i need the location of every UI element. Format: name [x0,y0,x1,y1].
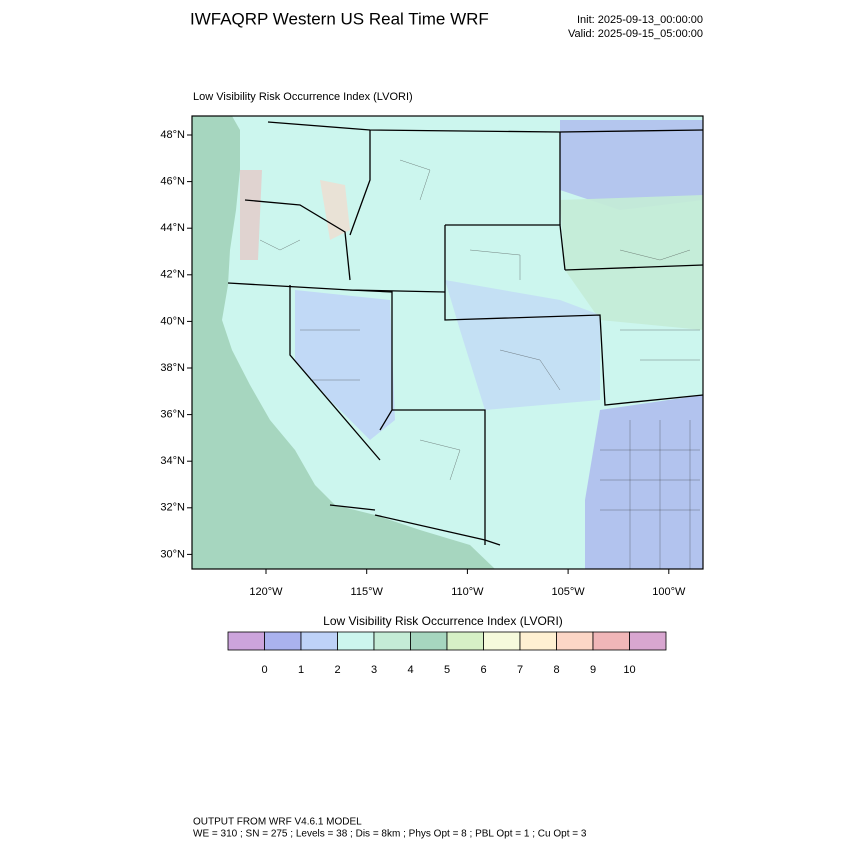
lon-label: 115°W [351,586,384,598]
map-frame [191,115,704,570]
region [295,290,395,440]
lon-label: 120°W [249,586,283,598]
colorbar-swatch [483,631,521,651]
init-time: Init: 2025-09-13_00:00:00 [577,14,703,26]
colorbar-swatch [410,631,448,651]
colorbar-swatch [337,631,375,651]
title: IWFAQRP Western US Real Time WRF [190,9,489,28]
lat-label: 46°N [160,176,185,188]
lon-label: 105°W [552,586,586,598]
colorbar-label: 0 [261,664,267,676]
colorbar-swatch [264,631,302,651]
lat-label: 34°N [160,455,185,467]
lon-label: 100°W [652,586,686,598]
colorbar-label: 2 [334,664,340,676]
region [560,195,703,330]
colorbar-label: 8 [553,664,559,676]
colorbar-swatch [300,631,338,651]
lat-label: 40°N [160,315,185,327]
colorbar: 0 1 2 3 4 5 6 7 8 9 10 [227,631,667,676]
colorbar-swatch [556,631,594,651]
region [560,120,703,210]
region [585,395,703,569]
colorbar-swatch [592,631,630,651]
map [191,115,704,570]
lat-label: 30°N [160,548,185,560]
lat-label: 36°N [160,409,185,421]
region [320,180,350,240]
region [240,170,262,260]
colorbar-swatch [519,631,557,651]
borders [227,121,703,546]
colorbar-title: Low Visibility Risk Occurrence Index (LV… [323,614,563,628]
lat-label: 44°N [160,222,185,234]
colorbar-label: 4 [407,664,413,676]
colorbar-label: 10 [623,664,635,676]
colorbar-swatch [373,631,411,651]
colorbar-label: 3 [371,664,377,676]
footer-line: WE = 310 ; SN = 275 ; Levels = 38 ; Dis … [193,829,587,840]
colorbar-swatch [227,631,265,651]
colorbar-label: 9 [590,664,596,676]
colorbar-label: 6 [480,664,486,676]
colorbar-swatch [629,631,667,651]
lat-label: 32°N [160,502,185,514]
region [445,280,600,410]
lat-label: 48°N [160,129,185,141]
county-lines [259,159,700,569]
lon-label: 110°W [451,586,484,598]
valid-time: Valid: 2025-09-15_05:00:00 [568,28,703,40]
colorbar-swatch [446,631,484,651]
lat-label: 42°N [160,269,185,281]
map-title: Low Visibility Risk Occurrence Index (LV… [193,91,413,103]
colorbar-label: 5 [444,664,450,676]
footer-line: OUTPUT FROM WRF V4.6.1 MODEL [193,817,362,828]
lat-label: 38°N [160,362,185,374]
colorbar-label: 1 [298,664,304,676]
colorbar-label: 7 [517,664,523,676]
